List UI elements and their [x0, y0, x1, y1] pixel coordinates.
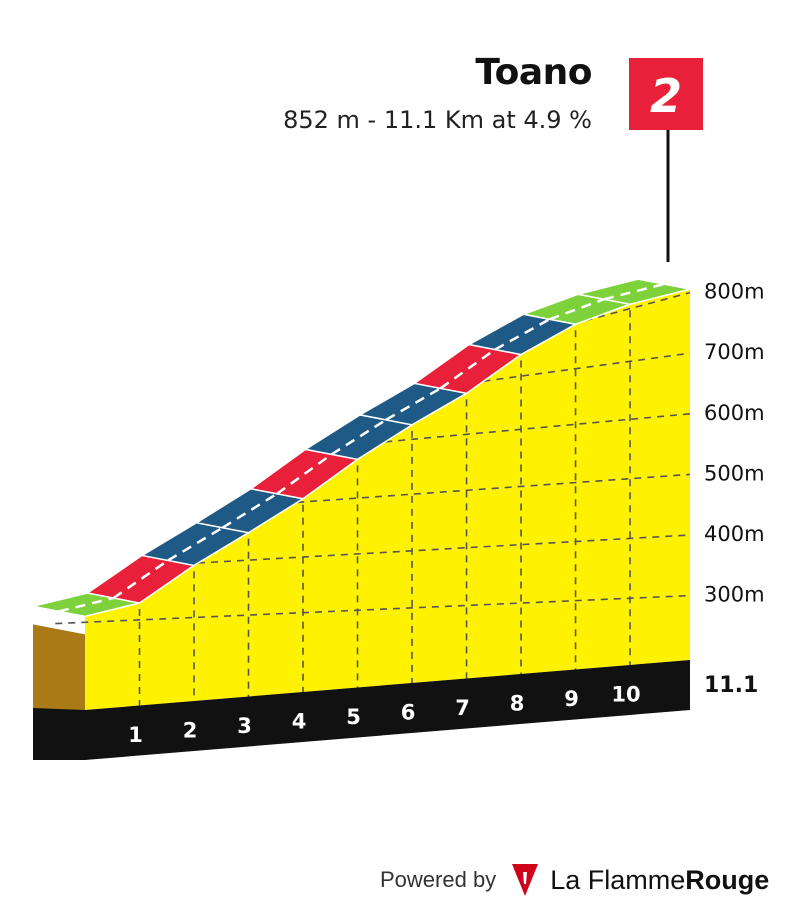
gradient-label: 6.5 [297, 700, 332, 724]
total-distance-label: 11.1 [704, 673, 758, 698]
gradient-label: 2.7 [626, 673, 661, 697]
base-band [33, 660, 690, 760]
centerline-dash [276, 453, 333, 495]
gradient-label: 3.3 [569, 678, 604, 702]
marks-layer: 2.2 6.2 5.4 5.6 6.5 5.7 5.2 6.4 5.0 3.3 2.7 1 2 3 4 5 6 7… [32, 278, 758, 747]
category-flag [629, 58, 703, 130]
y-tick-label: 400m [704, 522, 765, 546]
km-label: 10 [611, 682, 640, 706]
gradient-label: 5.2 [406, 691, 441, 715]
elevation-area [85, 289, 690, 710]
y-tick-label: 300m [704, 583, 765, 607]
gradient-label: 5.4 [188, 709, 223, 733]
category-flag-label: 2 [650, 69, 682, 123]
brand-name[interactable]: La FlammeRouge [550, 865, 769, 896]
km-label: 5 [346, 705, 361, 729]
km-label: 4 [292, 709, 307, 733]
centerline-dash [221, 492, 278, 529]
gradient-label: 6.2 [133, 714, 168, 738]
centerline-dash [494, 318, 551, 351]
km-label: 9 [564, 687, 579, 711]
y-tick-label: 600m [704, 401, 765, 425]
gradient-label: 5.7 [351, 696, 386, 720]
km-label: 8 [510, 691, 525, 715]
centerline-dash [167, 526, 224, 562]
centerline-dash [439, 348, 496, 390]
y-tick-label: 700m [704, 340, 765, 364]
km-label: 2 [183, 718, 198, 742]
climb-title: Toano [475, 52, 592, 93]
flamme-rouge-logo-icon[interactable] [510, 862, 540, 898]
grid-layer: 300m 400m 500m 600m 700m 800m [33, 280, 765, 760]
centerline-dash [385, 387, 442, 421]
gridline-500 [297, 473, 691, 504]
centerline-dash [58, 596, 114, 613]
km-label: 3 [237, 714, 252, 738]
centerline-dash [549, 298, 605, 321]
centerline-dash [603, 282, 665, 301]
gridline-800 [585, 291, 691, 322]
km-label: 7 [455, 696, 470, 720]
gradient-label: 6.4 [460, 687, 495, 711]
km-label: 1 [128, 723, 143, 747]
y-tick-label: 500m [704, 461, 765, 485]
climb-summary: 852 m - 11.1 Km at 4.9 % [283, 106, 592, 134]
gridline-300 [55, 594, 691, 625]
brand-name-regular: La Flamme [550, 864, 686, 895]
brand-name-bold: Rouge [685, 864, 770, 895]
gradient-label: 5.6 [242, 705, 277, 729]
footer: Powered by La FlammeRouge [380, 862, 769, 898]
centerline-dash [112, 559, 169, 600]
gradient-label: 2.2 [79, 718, 114, 742]
elevation-profile-chart: 2 300m 400m 500m 600m 700m 800m 2.2 6.2 5.4 5.6 6… [32, 58, 765, 760]
y-tick-label: 800m [704, 280, 765, 304]
gridline-700 [483, 352, 691, 382]
centerline-dash [330, 418, 387, 456]
gridline-400 [198, 534, 691, 564]
km-label: 6 [401, 700, 416, 724]
powered-by-text: Powered by [380, 867, 497, 892]
gradient-label: 5.0 [515, 682, 550, 706]
